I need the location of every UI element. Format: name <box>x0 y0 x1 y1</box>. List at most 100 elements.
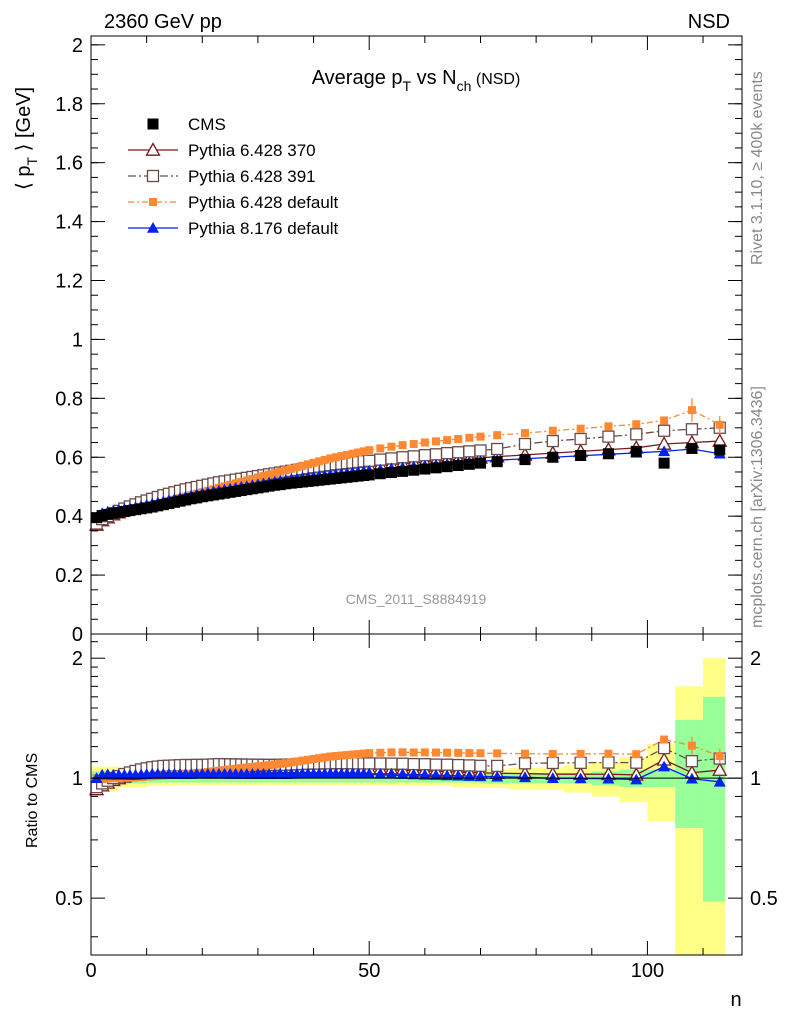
data-point <box>419 463 431 475</box>
data-point <box>313 474 325 486</box>
ratio-point <box>354 750 363 759</box>
ratio-point <box>441 769 454 781</box>
data-point <box>270 469 279 478</box>
ratio-point <box>320 753 329 762</box>
y-tick-label: 0.4 <box>55 506 83 528</box>
ratio-point <box>476 749 485 758</box>
data-point <box>657 424 671 437</box>
ratio-point <box>359 749 368 758</box>
legend: CMS Pythia 6.428 370 Pythia 6.428 391 Pythi… <box>128 115 339 238</box>
ratio-point <box>331 752 340 761</box>
ratio-point <box>348 750 357 759</box>
inner-band <box>703 696 726 902</box>
legend-label: Pythia 6.428 370 <box>188 141 316 160</box>
chart-title: Average pT vs Nch (NSD) <box>312 67 521 94</box>
data-point <box>374 468 386 480</box>
data-point <box>113 506 125 518</box>
mcplots-label: mcplots.cern.ch [arXiv:1306.3436] <box>749 386 766 628</box>
data-point <box>443 436 452 445</box>
data-point <box>397 465 409 477</box>
ratio-y-tick-label-right: 1 <box>750 768 761 790</box>
data-point <box>715 420 724 429</box>
data-point <box>135 503 147 515</box>
legend-marker <box>145 142 161 156</box>
data-point <box>630 445 642 457</box>
ratio-point <box>420 748 429 757</box>
ratio-point <box>660 735 669 744</box>
legend-marker <box>146 169 160 183</box>
main-panel-axes: 0 0.2 0.4 0.6 0.8 1 1.2 1.4 1.6 1.8 2 <box>55 35 742 646</box>
data-point <box>296 476 308 488</box>
ratio-point <box>687 741 696 750</box>
ratio-point <box>657 741 671 755</box>
ratio-point <box>376 748 385 757</box>
data-point <box>331 453 340 462</box>
ratio-panel-frame <box>90 633 743 956</box>
ratio-point <box>604 749 613 758</box>
ratio-point <box>548 749 557 758</box>
data-point <box>202 490 214 502</box>
data-point <box>185 493 197 505</box>
ratio-point <box>407 757 420 771</box>
ratio-point <box>712 762 728 776</box>
data-point <box>604 422 613 431</box>
legend-entry: Pythia 8.176 default <box>128 219 339 238</box>
y-tick-label: 1 <box>72 329 83 351</box>
data-point <box>548 426 557 435</box>
ratio-point <box>396 757 409 770</box>
data-point <box>168 496 180 508</box>
data-point <box>257 481 269 493</box>
data-point <box>519 454 531 466</box>
data-point <box>91 512 103 524</box>
ratio-point <box>630 773 643 785</box>
y-tick-label: 1.6 <box>55 153 83 175</box>
data-point <box>476 432 485 441</box>
ratio-point <box>326 752 335 761</box>
ratio-point <box>715 752 724 761</box>
data-point <box>269 479 281 491</box>
data-point <box>309 458 318 467</box>
data-point <box>330 472 342 484</box>
data-point <box>124 505 136 517</box>
data-point <box>407 450 420 463</box>
y-tick-label: 0 <box>72 624 83 646</box>
ratio-point <box>276 759 285 768</box>
y-tick-label: 1.2 <box>55 271 83 293</box>
data-point <box>302 475 314 487</box>
data-point <box>342 450 351 459</box>
ratio-point <box>281 759 290 768</box>
data-point <box>341 471 353 483</box>
ratio-uncertainty-bands <box>91 658 726 955</box>
data-point <box>387 442 396 451</box>
main-panel-data <box>88 398 728 531</box>
ratio-point <box>270 760 279 769</box>
ratio-point <box>259 761 268 770</box>
data-point <box>224 486 236 498</box>
ratio-panel: 0.5 0.5 1 1 2 2 0 50 100 Ratio to CMS <box>24 633 778 982</box>
data-point <box>102 508 114 520</box>
data-point <box>324 473 336 485</box>
ratio-point <box>452 758 465 772</box>
data-point <box>118 505 130 517</box>
data-point <box>146 501 158 513</box>
ratio-point <box>292 757 301 766</box>
data-point <box>658 457 670 469</box>
header-energy-label: 2360 GeV pp <box>104 11 222 33</box>
ratio-y-axis-label: Ratio to CMS <box>24 753 41 848</box>
data-point <box>281 466 290 475</box>
legend-label: Pythia 6.428 391 <box>188 167 316 186</box>
data-point <box>320 455 329 464</box>
ratio-point <box>253 762 262 771</box>
ratio-point <box>248 762 257 771</box>
data-point <box>576 424 585 433</box>
data-point <box>474 444 487 457</box>
ratio-point <box>365 749 374 758</box>
ratio-point <box>454 748 463 757</box>
ratio-point <box>431 748 440 757</box>
y-tick-label: 1.4 <box>55 212 83 234</box>
data-point <box>259 472 268 481</box>
data-point <box>365 446 374 455</box>
data-point <box>348 449 357 458</box>
ratio-point <box>418 768 431 780</box>
